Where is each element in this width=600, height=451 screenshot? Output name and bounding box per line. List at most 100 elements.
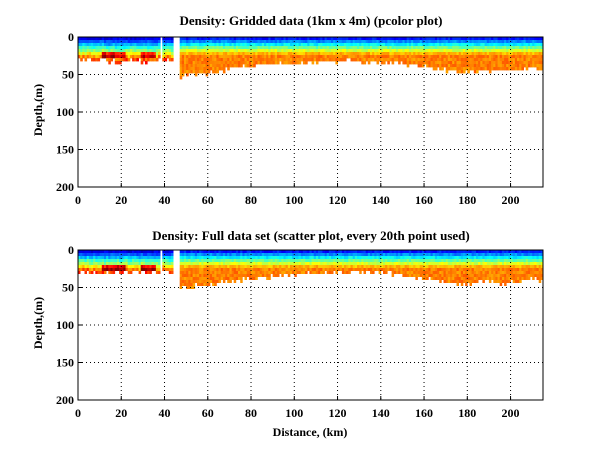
grid-cell — [188, 55, 191, 59]
grid-cell — [97, 49, 101, 53]
grid-cell — [508, 55, 511, 59]
grid-cell — [266, 37, 269, 41]
grid-cell — [456, 67, 460, 71]
data-point — [473, 274, 477, 277]
grid-cell — [266, 52, 269, 56]
grid-cell — [517, 49, 520, 53]
data-point — [257, 268, 260, 271]
data-point — [199, 271, 202, 274]
data-point — [395, 271, 399, 274]
data-point — [348, 256, 351, 259]
grid-cell — [229, 46, 232, 50]
grid-cell — [218, 58, 222, 62]
grid-cell — [395, 43, 399, 47]
grid-cell — [372, 43, 375, 47]
data-point — [168, 271, 172, 274]
data-point — [203, 271, 206, 274]
grid-cell — [517, 52, 520, 56]
data-point — [445, 268, 449, 271]
data-point — [426, 256, 429, 259]
grid-cell — [415, 61, 418, 65]
data-point — [220, 274, 224, 277]
data-point — [106, 259, 109, 262]
data-point — [456, 274, 459, 277]
grid-cell — [212, 70, 215, 74]
grid-cell — [471, 58, 475, 62]
data-point — [138, 259, 142, 262]
grid-cell — [383, 58, 386, 62]
grid-cell — [315, 55, 319, 59]
data-point — [508, 271, 511, 274]
data-point — [484, 265, 488, 268]
data-point — [212, 280, 215, 283]
data-point — [302, 253, 306, 256]
data-point — [184, 271, 187, 274]
data-point — [218, 274, 222, 277]
grid-cell — [473, 46, 477, 50]
grid-cell — [452, 61, 455, 65]
grid-cell — [253, 46, 256, 50]
grid-cell — [313, 43, 317, 47]
data-point — [488, 280, 492, 283]
data-point — [411, 256, 414, 259]
grid-cell — [184, 40, 187, 44]
grid-cell — [387, 52, 390, 56]
data-point — [164, 253, 167, 256]
grid-cell — [424, 58, 427, 62]
grid-cell — [458, 46, 462, 50]
grid-cell — [108, 61, 111, 65]
data-point — [344, 259, 347, 262]
data-point — [181, 259, 185, 262]
grid-cell — [538, 64, 542, 68]
data-point — [395, 253, 399, 256]
grid-cell — [216, 58, 219, 62]
data-point — [493, 262, 496, 265]
grid-cell — [194, 58, 198, 62]
data-point — [437, 256, 440, 259]
data-point — [398, 250, 401, 253]
grid-cell — [404, 58, 408, 62]
grid-cell — [501, 43, 505, 47]
grid-cell — [274, 61, 278, 65]
grid-cell — [460, 64, 464, 68]
data-point — [488, 256, 492, 259]
data-point — [525, 271, 529, 274]
grid-cell — [235, 55, 239, 59]
grid-cell — [222, 52, 226, 56]
data-point — [244, 268, 247, 271]
grid-cell — [383, 46, 386, 50]
data-point — [473, 265, 477, 268]
grid-cell — [86, 37, 90, 41]
grid-cell — [370, 43, 373, 47]
grid-cell — [376, 55, 380, 59]
data-point — [385, 256, 388, 259]
data-point — [153, 262, 157, 265]
grid-cell — [123, 40, 126, 44]
data-point — [538, 274, 542, 277]
grid-cell — [478, 46, 481, 50]
grid-cell — [424, 49, 427, 53]
data-point — [523, 259, 526, 262]
data-point — [119, 265, 122, 268]
data-point — [251, 262, 254, 265]
data-point — [140, 250, 144, 253]
grid-cell — [413, 43, 416, 47]
grid-cell — [493, 61, 496, 65]
data-point — [127, 265, 131, 268]
data-point — [244, 265, 247, 268]
data-point — [512, 250, 516, 253]
data-point — [525, 253, 529, 256]
data-point — [86, 250, 90, 253]
grid-cell — [164, 52, 168, 56]
grid-cell — [499, 64, 503, 68]
grid-cell — [441, 61, 444, 65]
grid-cell — [142, 40, 146, 44]
data-point — [285, 259, 289, 262]
x-tick-label: 120 — [329, 193, 347, 207]
data-point — [218, 277, 222, 280]
data-point — [203, 283, 206, 286]
grid-cell — [192, 40, 196, 44]
grid-cell — [504, 49, 507, 53]
x-tick-label: 60 — [202, 406, 214, 420]
x-tick-label: 20 — [115, 406, 127, 420]
